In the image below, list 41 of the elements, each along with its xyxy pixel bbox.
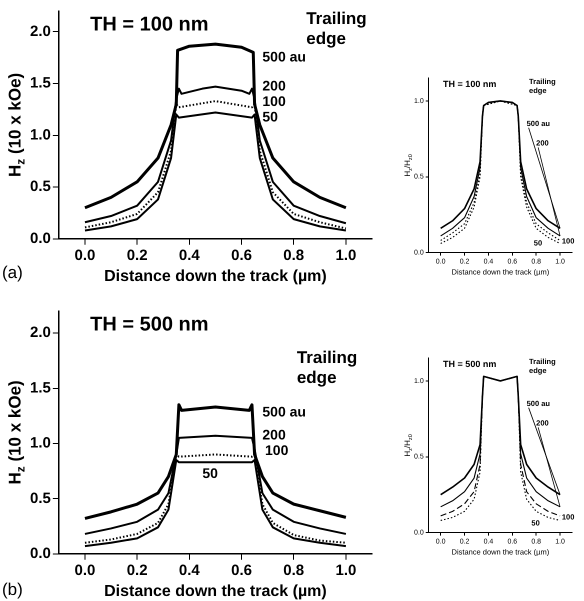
chart-title: TH = 500 nm (443, 359, 496, 370)
x-tick-label: 0.4 (178, 246, 200, 264)
series-label: 100 (265, 442, 289, 458)
series-label: 200 (262, 426, 286, 443)
chart-title: TH = 100 nm (443, 79, 496, 90)
x-axis-title: Distance down the track (µm) (104, 268, 327, 285)
series-label: 50 (202, 465, 218, 482)
y-axis-title: Hz (10 x kOe) (6, 380, 28, 485)
annotation: Trailing edge (296, 348, 358, 388)
x-tick-label: 1.0 (335, 246, 356, 264)
y-tick-label: 0.5 (30, 490, 51, 507)
x-tick-label: 1.0 (335, 562, 356, 579)
x-tick-label: 0.8 (283, 562, 304, 579)
text: (a) (2, 263, 23, 282)
x-tick-label: 0.6 (231, 562, 252, 579)
x-axis-title: Distance down the track (µm) (104, 582, 327, 600)
chart-title: TH = 500 nm (90, 314, 209, 336)
x-tick-label: 0.2 (126, 562, 148, 579)
y-axis-title: Hz (10 x kOe) (6, 72, 28, 178)
y-tick-label: 2.0 (30, 22, 51, 40)
series-label: 200 (262, 77, 286, 94)
annotation: Trailing edge (306, 9, 367, 48)
y-tick-label: 1.5 (30, 379, 51, 396)
x-tick-label: 0.2 (126, 246, 148, 264)
x-tick-label: 0.8 (283, 246, 304, 264)
x-tick-label: 0.4 (178, 562, 200, 579)
series-label: 500 au (262, 48, 306, 64)
y-tick-label: 1.0 (30, 126, 51, 144)
chart-title: TH = 100 nm (90, 14, 209, 36)
x-tick-label: 0.0 (74, 562, 96, 579)
x-tick-label: 0.6 (231, 246, 252, 264)
y-tick-label: 0.5 (30, 178, 51, 196)
y-tick-label: 1.5 (30, 74, 51, 92)
series-label: 100 (262, 92, 286, 109)
text: (b) (2, 580, 23, 600)
y-tick-label: 0.0 (30, 230, 51, 247)
series-label: 500 au (262, 403, 306, 420)
series-label: 50 (262, 108, 278, 125)
y-tick-label: 1.0 (30, 434, 51, 452)
x-tick-label: 0.0 (74, 246, 96, 264)
y-tick-label: 2.0 (30, 324, 51, 342)
